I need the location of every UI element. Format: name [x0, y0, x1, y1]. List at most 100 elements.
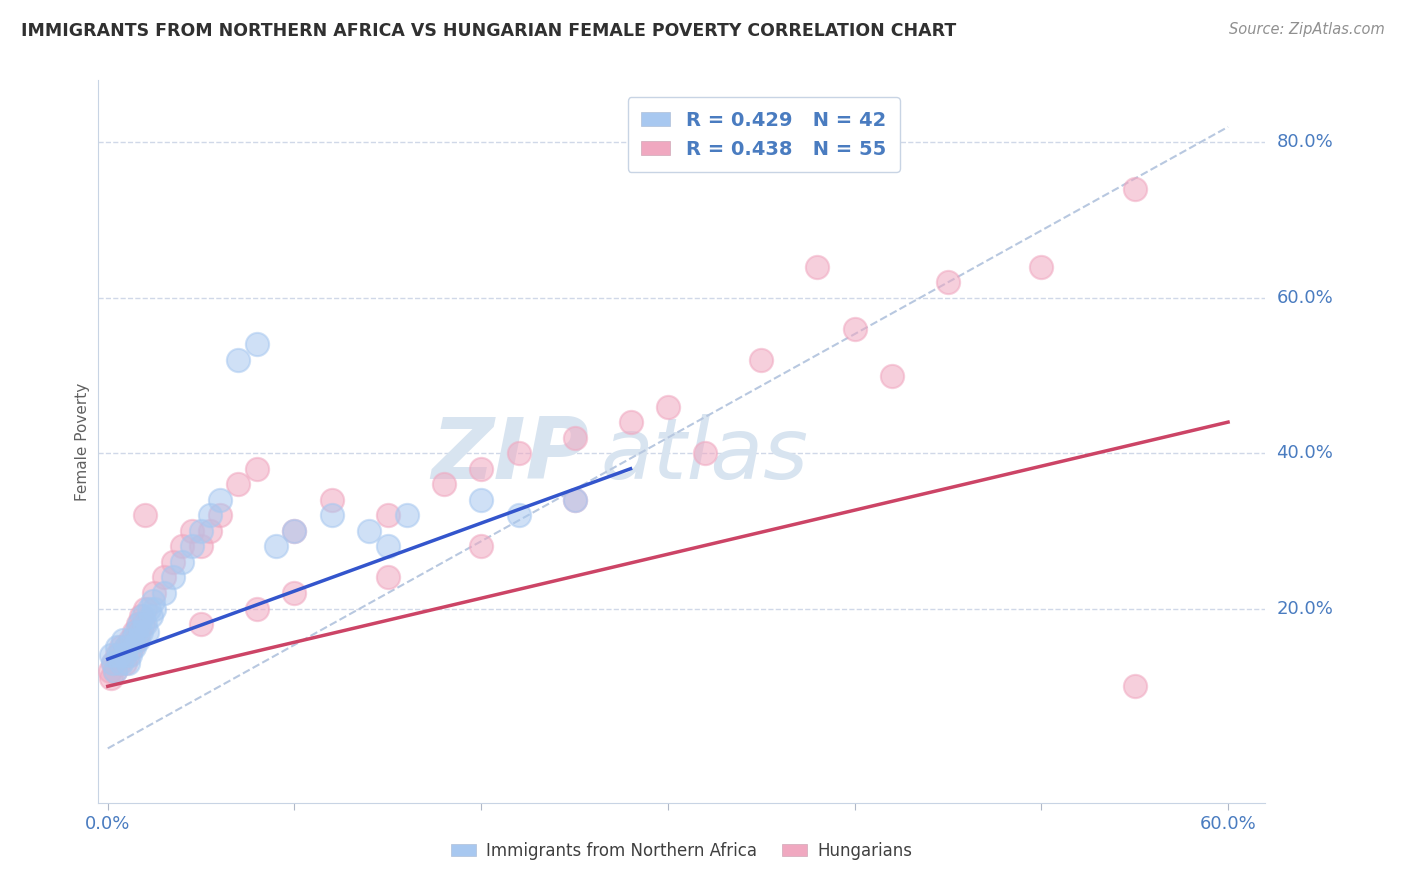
Point: [128, 617, 150, 632]
Point: [321, 492, 343, 507]
Text: IMMIGRANTS FROM NORTHERN AFRICA VS HUNGARIAN FEMALE POVERTY CORRELATION CHART: IMMIGRANTS FROM NORTHERN AFRICA VS HUNGA…: [21, 22, 956, 40]
Point: [125, 632, 148, 647]
Point: [377, 508, 399, 523]
Point: [208, 492, 231, 507]
Point: [138, 601, 160, 615]
Point: [143, 601, 166, 615]
Point: [880, 368, 903, 383]
Point: [246, 337, 269, 351]
Point: [132, 617, 155, 632]
Point: [162, 570, 184, 584]
Point: [108, 656, 131, 670]
Point: [844, 322, 866, 336]
Point: [470, 492, 492, 507]
Point: [190, 617, 212, 632]
Point: [564, 492, 586, 507]
Point: [283, 586, 305, 600]
Point: [103, 656, 125, 670]
Point: [131, 624, 153, 639]
Point: [110, 640, 132, 655]
Point: [120, 632, 142, 647]
Point: [806, 260, 828, 274]
Point: [200, 508, 222, 523]
Point: [115, 640, 138, 655]
Point: [132, 609, 155, 624]
Point: [564, 492, 586, 507]
Point: [208, 508, 231, 523]
Point: [131, 609, 153, 624]
Point: [121, 640, 143, 655]
Point: [395, 508, 418, 523]
Point: [142, 594, 165, 608]
Point: [246, 601, 269, 615]
Point: [228, 353, 250, 368]
Point: [120, 648, 142, 663]
Text: ZIP: ZIP: [430, 415, 589, 498]
Point: [105, 648, 128, 663]
Point: [121, 632, 143, 647]
Point: [115, 640, 138, 655]
Point: [117, 648, 139, 663]
Point: [127, 632, 149, 647]
Point: [470, 540, 492, 554]
Point: [246, 461, 269, 475]
Point: [103, 656, 125, 670]
Point: [377, 540, 399, 554]
Point: [172, 540, 194, 554]
Point: [108, 648, 131, 663]
Point: [111, 632, 134, 647]
Point: [200, 524, 222, 538]
Point: [100, 672, 122, 686]
Point: [104, 664, 127, 678]
Text: 20.0%: 20.0%: [1277, 599, 1333, 617]
Point: [104, 664, 127, 678]
Point: [152, 586, 174, 600]
Point: [128, 624, 150, 639]
Point: [114, 648, 136, 663]
Point: [105, 640, 128, 655]
Point: [180, 524, 202, 538]
Point: [117, 656, 139, 670]
Point: [172, 555, 194, 569]
Point: [433, 477, 456, 491]
Point: [190, 524, 212, 538]
Point: [180, 540, 202, 554]
Legend: Immigrants from Northern Africa, Hungarians: Immigrants from Northern Africa, Hungari…: [444, 836, 920, 867]
Point: [98, 664, 121, 678]
Point: [283, 524, 305, 538]
Point: [190, 540, 212, 554]
Text: 40.0%: 40.0%: [1277, 444, 1333, 462]
Point: [470, 461, 492, 475]
Point: [695, 446, 717, 460]
Point: [508, 446, 530, 460]
Point: [1123, 182, 1146, 196]
Point: [152, 570, 174, 584]
Point: [100, 648, 122, 663]
Point: [134, 508, 156, 523]
Point: [377, 570, 399, 584]
Point: [359, 524, 381, 538]
Point: [321, 508, 343, 523]
Text: 80.0%: 80.0%: [1277, 134, 1333, 152]
Point: [136, 624, 159, 639]
Point: [228, 477, 250, 491]
Point: [134, 617, 156, 632]
Point: [143, 586, 166, 600]
Text: Source: ZipAtlas.com: Source: ZipAtlas.com: [1229, 22, 1385, 37]
Point: [139, 609, 162, 624]
Point: [657, 400, 679, 414]
Text: 60.0%: 60.0%: [1277, 289, 1333, 307]
Point: [110, 656, 132, 670]
Point: [619, 415, 641, 429]
Point: [1031, 260, 1053, 274]
Point: [114, 656, 136, 670]
Point: [122, 640, 145, 655]
Point: [134, 601, 156, 615]
Point: [162, 555, 184, 569]
Point: [122, 624, 145, 639]
Point: [508, 508, 530, 523]
Point: [1123, 679, 1146, 693]
Point: [936, 275, 959, 289]
Point: [564, 431, 586, 445]
Y-axis label: Female Poverty: Female Poverty: [75, 383, 90, 500]
